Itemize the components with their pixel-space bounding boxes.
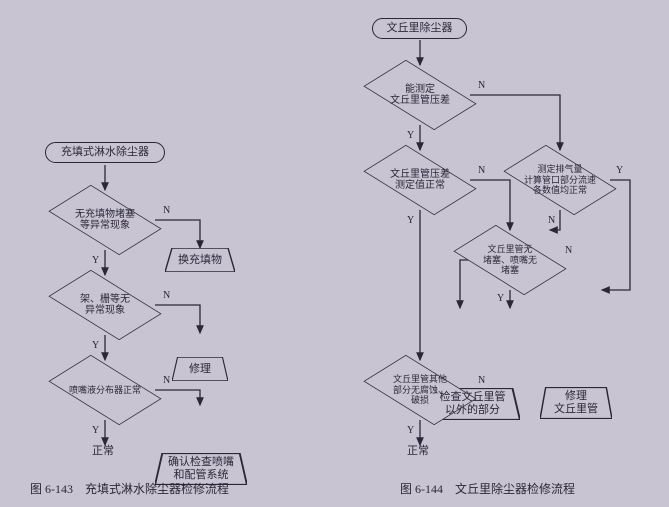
left-process-3-text: 确认检查喷嘴和配管系统 (168, 456, 234, 481)
right-d3-no: N (548, 215, 555, 226)
left-start: 充填式淋水除尘器 (45, 142, 165, 163)
right-decision-2-text: 文丘里管压差测定值正常 (384, 169, 456, 192)
right-d5-no: N (478, 375, 485, 386)
left-d1-no: N (163, 205, 170, 216)
right-decision-4-text: 文丘里管无堵塞、喷嘴无堵塞 (477, 244, 543, 275)
right-d2-no: N (478, 165, 485, 176)
left-terminal: 正常 (92, 445, 114, 458)
left-start-label: 充填式淋水除尘器 (61, 146, 149, 159)
right-decision-4: 文丘里管无堵塞、喷嘴无堵塞 (460, 230, 560, 290)
right-decision-5-text: 文丘里管其他部分无腐蚀、破损 (387, 374, 453, 405)
left-d3-yes: Y (92, 425, 99, 436)
right-d4-yes: Y (497, 293, 504, 304)
left-process-1: 换充填物 (165, 248, 235, 272)
left-d2-yes: Y (92, 340, 99, 351)
left-decision-2: 架、栅等无异常现象 (55, 275, 155, 335)
left-decision-2-text: 架、栅等无异常现象 (74, 294, 136, 317)
right-terminal: 正常 (407, 445, 429, 458)
left-process-2: 修理 (172, 357, 228, 381)
right-terminal-text: 正常 (407, 445, 429, 458)
right-d1-no: N (478, 80, 485, 91)
flowchart-pair: 充填式淋水除尘器 无充填物堵塞等异常现象 N Y 换充填物 架、栅等无异常现象 … (0, 0, 669, 507)
left-caption: 图 6-143 充填式淋水除尘器检修流程 (30, 480, 229, 497)
right-d1-yes: Y (407, 130, 414, 141)
right-decision-2: 文丘里管压差测定值正常 (370, 150, 470, 210)
right-decision-3: 测定排气量计算管口部分流速各数值均正常 (510, 150, 610, 210)
right-decision-1: 能测定文丘里管压差 (370, 65, 470, 125)
left-d3-no: N (163, 375, 170, 386)
left-decision-3: 喷嘴液分布器正常 (55, 360, 155, 420)
right-process-4b: 修理文丘里管 (540, 387, 612, 419)
right-d3-yes: Y (616, 165, 623, 176)
left-process-2-text: 修理 (189, 363, 211, 376)
right-caption: 图 6-144 文丘里除尘器检修流程 (400, 480, 575, 497)
left-decision-1-text: 无充填物堵塞等异常现象 (69, 209, 141, 232)
left-process-1-text: 换充填物 (178, 254, 222, 267)
right-d4-no: N (565, 245, 572, 256)
left-process-3: 确认检查喷嘴和配管系统 (155, 453, 247, 485)
left-decision-3-text: 喷嘴液分布器正常 (63, 385, 147, 395)
right-decision-1-text: 能测定文丘里管压差 (384, 84, 456, 107)
left-decision-1: 无充填物堵塞等异常现象 (55, 190, 155, 250)
left-terminal-text: 正常 (92, 445, 114, 458)
right-start: 文丘里除尘器 (372, 18, 467, 39)
right-decision-3-text: 测定排气量计算管口部分流速各数值均正常 (518, 164, 602, 195)
right-process-4b-text: 修理文丘里管 (554, 390, 598, 415)
right-start-label: 文丘里除尘器 (387, 22, 453, 35)
right-d2-yes: Y (407, 215, 414, 226)
left-d1-yes: Y (92, 255, 99, 266)
right-d5-yes: Y (407, 425, 414, 436)
left-d2-no: N (163, 290, 170, 301)
